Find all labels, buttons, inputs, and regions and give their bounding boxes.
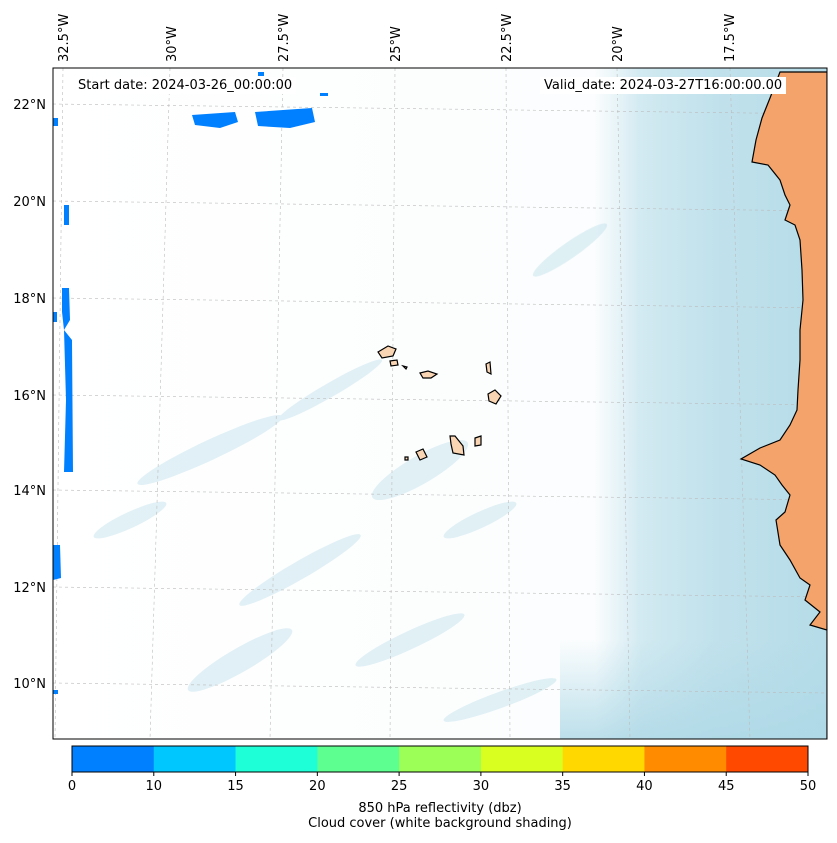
lat-label: 10°N bbox=[13, 677, 46, 692]
cape-verde-islands bbox=[377, 345, 502, 461]
lat-label: 18°N bbox=[13, 292, 46, 307]
island-santo-antao bbox=[377, 345, 397, 359]
colorbar: 0 10 15 20 25 30 35 40 45 50 bbox=[68, 745, 817, 794]
colorbar-segment bbox=[72, 746, 155, 772]
lon-label: 22.5°W bbox=[500, 14, 515, 62]
island-sao-nicolau bbox=[419, 370, 439, 379]
colorbar-tick-label: 50 bbox=[800, 779, 817, 794]
colorbar-tick-label: 45 bbox=[718, 779, 735, 794]
lat-label: 14°N bbox=[13, 484, 46, 499]
colorbar-tick-label: 20 bbox=[309, 779, 326, 794]
cloud-streaks bbox=[93, 223, 608, 722]
map-frame bbox=[52, 67, 828, 740]
lon-label: 32.5°W bbox=[57, 14, 72, 62]
colorbar-segment bbox=[480, 746, 564, 772]
valid-date-label: Valid_date: 2024-03-27T16:00:00.00 bbox=[540, 77, 787, 94]
lon-label: 25°W bbox=[389, 26, 404, 62]
colorbar-segment bbox=[153, 746, 237, 772]
lat-label: 20°N bbox=[13, 195, 46, 210]
island-maio bbox=[474, 435, 482, 447]
lat-label: 12°N bbox=[13, 581, 46, 596]
island-brava bbox=[404, 456, 409, 461]
island-santiago bbox=[449, 435, 465, 456]
colorbar-segment bbox=[726, 746, 809, 772]
colorbar-segment bbox=[235, 746, 318, 772]
island-boa-vista bbox=[487, 389, 502, 405]
island-sal bbox=[485, 361, 492, 376]
map-plot-area bbox=[53, 68, 827, 739]
colorbar-label-line2: Cloud cover (white background shading) bbox=[308, 816, 572, 831]
colorbar-tick-label: 35 bbox=[554, 779, 571, 794]
colorbar-tick-label: 30 bbox=[473, 779, 490, 794]
colorbar-tick-label: 15 bbox=[227, 779, 244, 794]
reflectivity-patches bbox=[53, 72, 328, 694]
lat-label: 16°N bbox=[13, 389, 46, 404]
lon-label: 17.5°W bbox=[723, 14, 738, 62]
colorbar-tick-label: 10 bbox=[146, 779, 163, 794]
africa-mainland bbox=[739, 71, 827, 739]
lon-label: 20°W bbox=[611, 26, 626, 62]
cloud-cover-shading-south bbox=[560, 640, 827, 739]
colorbar-segment bbox=[562, 746, 645, 772]
start-date-label: Start date: 2024-03-26_00:00:00 bbox=[74, 77, 297, 94]
colorbar-tick-label: 40 bbox=[636, 779, 653, 794]
latitude-labels: 22°N 20°N 18°N 16°N 14°N 12°N 10°N bbox=[13, 98, 46, 692]
island-sao-vicente bbox=[389, 359, 399, 367]
longitude-labels: 32.5°W 30°W 27.5°W 25°W 22.5°W 20°W 17.5… bbox=[57, 14, 738, 62]
colorbar-tick-label: 0 bbox=[68, 779, 76, 794]
lon-label: 30°W bbox=[165, 26, 180, 62]
colorbar-segment bbox=[644, 746, 727, 772]
lon-label: 27.5°W bbox=[277, 14, 292, 62]
colorbar-segment bbox=[317, 746, 400, 772]
colorbar-tick-label: 25 bbox=[391, 779, 408, 794]
colorbar-frame bbox=[71, 745, 809, 773]
island-fogo bbox=[415, 448, 428, 461]
island-santa-luzia bbox=[401, 364, 408, 371]
colorbar-segment bbox=[399, 746, 482, 772]
graticule bbox=[53, 68, 827, 739]
lat-label: 22°N bbox=[13, 98, 46, 113]
colorbar-label-line1: 850 hPa reflectivity (dbz) bbox=[358, 801, 522, 816]
cloud-cover-shading bbox=[53, 68, 827, 739]
colorbar-label: 850 hPa reflectivity (dbz) Cloud cover (… bbox=[240, 801, 640, 831]
